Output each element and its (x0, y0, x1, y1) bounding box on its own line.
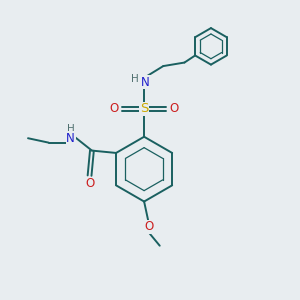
Text: O: O (109, 102, 119, 115)
Text: O: O (170, 102, 179, 115)
Text: O: O (144, 220, 153, 233)
Text: H: H (67, 124, 75, 134)
Text: H: H (131, 74, 139, 84)
Text: N: N (141, 76, 150, 89)
Text: S: S (140, 102, 148, 115)
Text: O: O (85, 177, 94, 190)
Text: N: N (66, 132, 75, 145)
